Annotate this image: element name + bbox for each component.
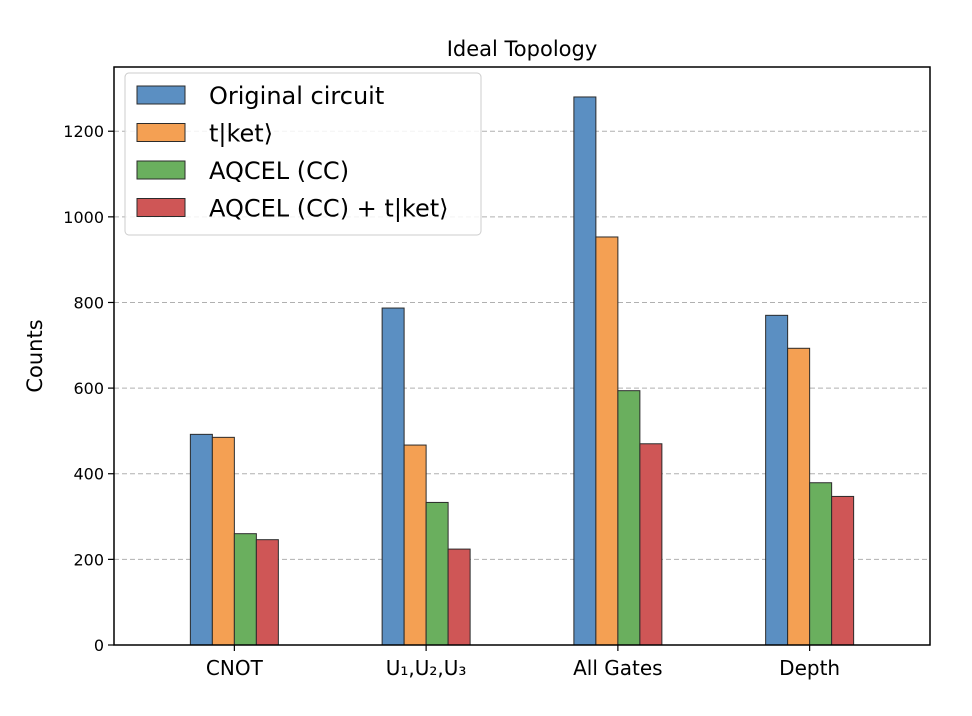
bar-original-circuit-cnot	[189, 433, 213, 646]
chart-title: Ideal Topology	[447, 37, 598, 61]
legend-label: Original circuit	[209, 82, 384, 110]
bar-original-circuit-all-gates	[573, 96, 597, 646]
x-axis-ticks: CNOT U₁,U₂,U₃ All Gates Depth	[206, 645, 840, 680]
bar-aqcel-cc-t-ket-cnot	[255, 539, 279, 646]
bar-t-ket-u-u-u	[403, 444, 427, 646]
bar-aqcel-cc-u-u-u	[425, 501, 449, 646]
legend-label: AQCEL (CC) + t|ket⟩	[209, 195, 449, 223]
legend-label: t|ket⟩	[209, 120, 273, 148]
bar-t-ket-depth	[787, 347, 811, 646]
y-tick-label: 1000	[63, 208, 104, 227]
bar-original-circuit-depth	[765, 314, 789, 646]
y-tick-label: 800	[73, 293, 104, 312]
legend-swatch	[136, 85, 186, 105]
x-tick-label: Depth	[779, 656, 840, 680]
plot-frame	[113, 66, 931, 646]
y-tick-label: 200	[73, 550, 104, 569]
bar-aqcel-cc-t-ket-depth	[831, 495, 855, 646]
bar-t-ket-all-gates	[595, 236, 619, 646]
y-tick-label: 400	[73, 465, 104, 484]
bar-original-circuit-u-u-u	[381, 307, 405, 646]
legend-swatch	[136, 123, 186, 142]
bar-t-ket-cnot	[211, 436, 235, 646]
legend-box	[124, 72, 482, 236]
y-axis-ticks: 0 200 400 600 800 1000 1200	[63, 122, 114, 655]
y-tick-label: 1200	[63, 122, 104, 141]
x-tick-label: U₁,U₂,U₃	[386, 656, 467, 680]
legend-swatch	[136, 160, 186, 180]
y-axis-label: Counts	[23, 319, 47, 392]
x-tick-label: CNOT	[206, 656, 264, 680]
x-tick-label: All Gates	[573, 656, 662, 680]
legend-label: AQCEL (CC)	[209, 157, 349, 185]
bar-aqcel-cc-all-gates	[617, 390, 641, 646]
legend: Original circuit t|ket⟩ AQCEL (CC) AQCEL (C…	[124, 72, 482, 236]
bar-aqcel-cc-depth	[809, 482, 833, 646]
bar-aqcel-cc-cnot	[233, 533, 257, 646]
y-tick-label: 600	[73, 379, 104, 398]
y-tick-label: 0	[94, 636, 104, 655]
legend-swatch	[136, 198, 186, 217]
bar-aqcel-cc-t-ket-all-gates	[639, 443, 663, 646]
bar-aqcel-cc-t-ket-u-u-u	[447, 548, 471, 646]
